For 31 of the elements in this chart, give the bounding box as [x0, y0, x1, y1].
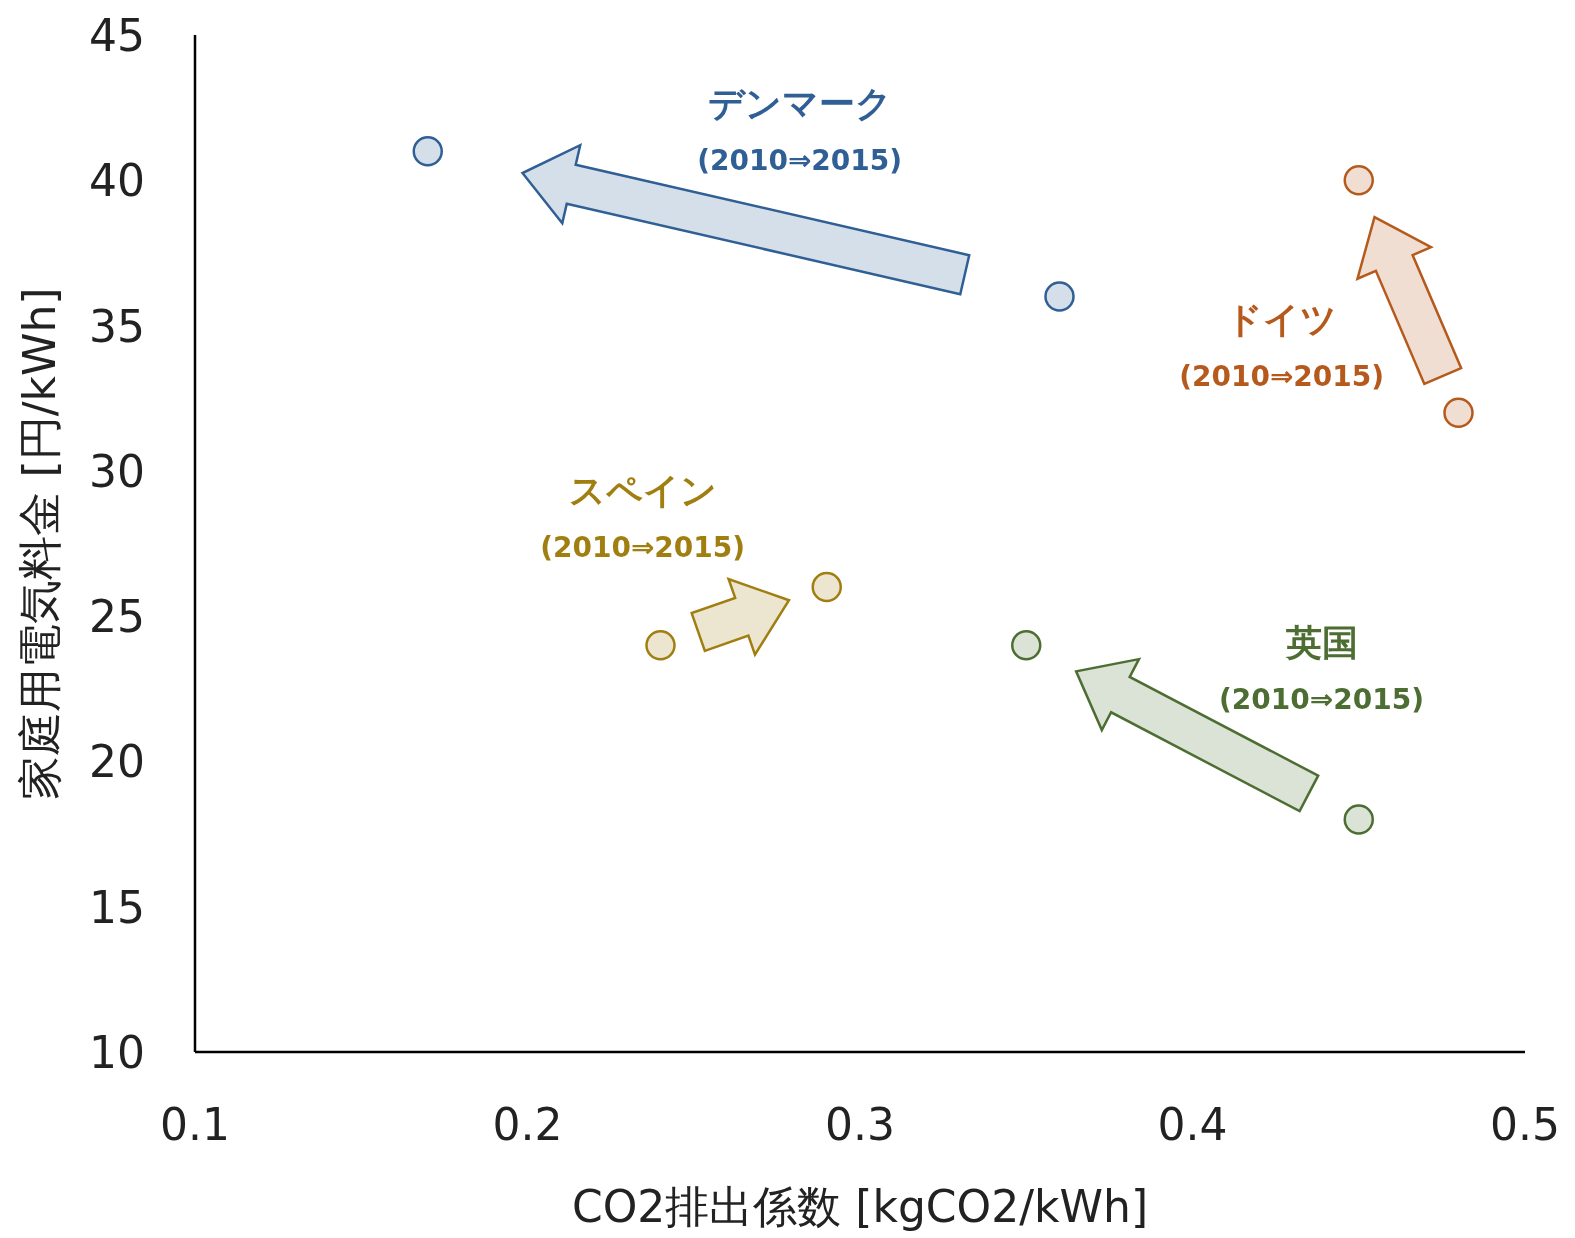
text: 英国: [1285, 622, 1358, 664]
y-axis-title: 家庭用電気料金 [円/kWh]: [14, 287, 65, 800]
point: [811, 571, 842, 603]
point: [1044, 281, 1075, 312]
y-tick-label: 30: [89, 445, 145, 497]
point: [1343, 804, 1374, 835]
y-tick-label: 25: [89, 591, 145, 643]
x-tick-label: 0.5: [1490, 1099, 1560, 1150]
annotation: (2010⇒2015): [1179, 359, 1385, 393]
annotation: (2010⇒2015): [697, 143, 903, 177]
text: ドイツ: [1226, 298, 1338, 340]
x-tick-label: 0.1: [160, 1099, 230, 1150]
point: [1011, 629, 1042, 661]
point: [1443, 397, 1474, 428]
x-tick-label: 0.2: [492, 1099, 563, 1150]
annotation: (2010⇒2015): [1219, 683, 1424, 717]
x-tick-label: 0.3: [825, 1099, 895, 1150]
point: [412, 135, 443, 167]
text: デンマーク: [707, 82, 892, 124]
y-tick-label: 10: [89, 1027, 145, 1078]
y-tick-label: 20: [89, 736, 145, 788]
y-tick-label: 35: [89, 300, 145, 352]
x-axis-title: CO2排出係数 [kgCO2/kWh]: [571, 1181, 1149, 1232]
text: スペイン: [568, 470, 717, 512]
annotation: (2010⇒2015): [540, 531, 746, 565]
y-tick-label: 45: [89, 10, 145, 61]
x-tick-label: 0.4: [1157, 1099, 1228, 1150]
point: [1343, 165, 1374, 196]
y-tick-label: 15: [89, 881, 145, 933]
point: [645, 629, 676, 661]
y-tick-label: 40: [89, 155, 145, 207]
